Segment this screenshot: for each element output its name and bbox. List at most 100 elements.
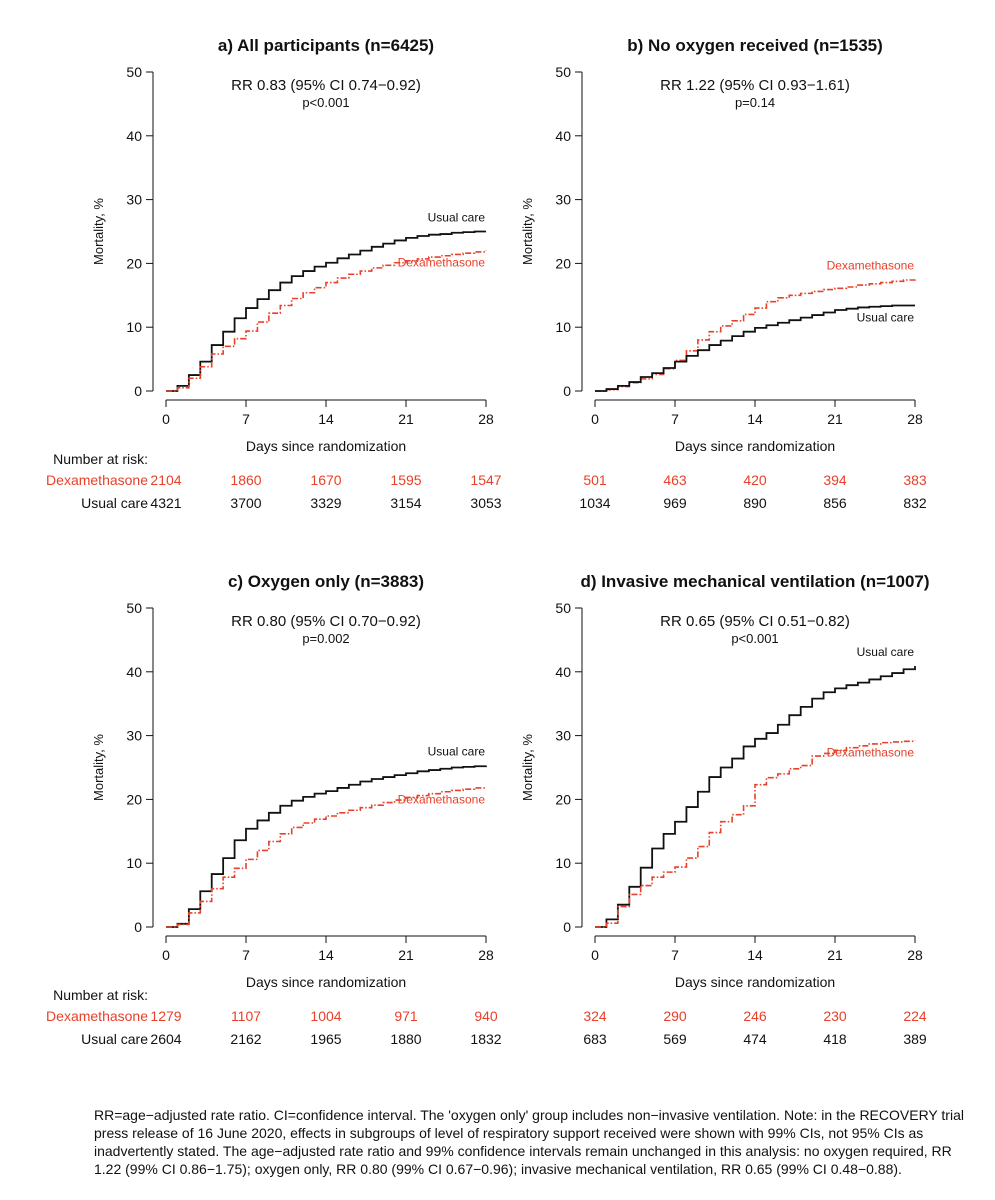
panel-title: d) Invasive mechanical ventilation (n=10…: [580, 572, 929, 591]
risk-value: 856: [823, 495, 847, 511]
risk-value: 1832: [470, 1031, 501, 1047]
y-tick-label: 20: [555, 255, 571, 271]
panel-d: d) Invasive mechanical ventilation (n=10…: [520, 572, 930, 1047]
x-tick-label: 7: [242, 411, 250, 427]
p-value-text: p=0.14: [735, 95, 775, 110]
series-line-dexamethasone: [595, 279, 916, 392]
x-tick-label: 7: [671, 947, 679, 963]
x-tick-label: 21: [827, 411, 843, 427]
risk-value: 1860: [230, 472, 261, 488]
number-at-risk-label: Number at risk:: [53, 451, 148, 467]
y-tick-label: 30: [555, 192, 571, 208]
y-tick-label: 50: [555, 64, 571, 80]
risk-value: 290: [663, 1008, 687, 1024]
risk-value: 1034: [579, 495, 610, 511]
risk-value: 394: [823, 472, 847, 488]
risk-value: 1670: [310, 472, 341, 488]
x-tick-label: 7: [242, 947, 250, 963]
y-tick-label: 30: [126, 728, 142, 744]
risk-value: 2162: [230, 1031, 261, 1047]
series-line-usual-care: [595, 304, 915, 392]
risk-value: 383: [903, 472, 927, 488]
x-tick-label: 28: [907, 411, 923, 427]
risk-value: 324: [583, 1008, 607, 1024]
p-value-text: p<0.001: [731, 631, 778, 646]
y-tick-label: 30: [126, 192, 142, 208]
risk-value: 569: [663, 1031, 687, 1047]
series-line-usual-care: [595, 666, 916, 928]
y-tick-label: 10: [126, 855, 142, 871]
risk-row-label: Usual care: [81, 495, 148, 511]
series-label: Usual care: [428, 745, 486, 759]
y-axis-label: Mortality, %: [91, 198, 106, 265]
figure-caption: RR=age−adjusted rate ratio. CI=confidenc…: [94, 1107, 964, 1177]
panel-a: a) All participants (n=6425) RR 0.83 (95%…: [46, 36, 502, 511]
risk-value: 389: [903, 1031, 927, 1047]
series-label: Usual care: [428, 211, 486, 225]
x-tick-label: 0: [591, 947, 599, 963]
y-tick-label: 20: [126, 791, 142, 807]
x-axis-label: Days since randomization: [246, 438, 406, 454]
y-tick-label: 20: [555, 791, 571, 807]
risk-value: 3053: [470, 495, 501, 511]
risk-value: 832: [903, 495, 927, 511]
risk-value: 1880: [390, 1031, 421, 1047]
risk-row-label: Dexamethasone: [46, 1008, 148, 1024]
series-label: Usual care: [857, 645, 915, 659]
y-axis-label: Mortality, %: [520, 734, 535, 801]
x-axis-label: Days since randomization: [246, 974, 406, 990]
risk-value: 1595: [390, 472, 421, 488]
risk-value: 418: [823, 1031, 847, 1047]
y-axis-label: Mortality, %: [91, 734, 106, 801]
y-tick-label: 10: [126, 319, 142, 335]
y-tick-label: 0: [134, 919, 142, 935]
risk-value: 1965: [310, 1031, 341, 1047]
risk-value: 683: [583, 1031, 607, 1047]
p-value-text: p<0.001: [302, 95, 349, 110]
x-tick-label: 21: [398, 411, 414, 427]
risk-value: 940: [474, 1008, 498, 1024]
rr-text: RR 1.22 (95% CI 0.93−1.61): [660, 77, 850, 94]
x-tick-label: 28: [478, 947, 494, 963]
panel-c: c) Oxygen only (n=3883) RR 0.80 (95% CI 0…: [46, 572, 502, 1047]
panel-b: b) No oxygen received (n=1535) RR 1.22 (9…: [520, 36, 927, 511]
x-tick-label: 14: [318, 947, 334, 963]
series-label: Dexamethasone: [827, 258, 915, 272]
series-label: Dexamethasone: [827, 746, 915, 760]
series-label: Dexamethasone: [398, 256, 486, 270]
panel-title: a) All participants (n=6425): [218, 36, 434, 55]
x-tick-label: 0: [162, 411, 170, 427]
x-tick-label: 14: [318, 411, 334, 427]
risk-value: 1107: [231, 1008, 261, 1024]
series-line-dexamethasone: [595, 740, 916, 928]
risk-value: 3329: [310, 495, 341, 511]
y-tick-label: 10: [555, 855, 571, 871]
risk-row-label: Dexamethasone: [46, 472, 148, 488]
risk-value: 230: [823, 1008, 847, 1024]
x-axis-label: Days since randomization: [675, 438, 835, 454]
number-at-risk-label: Number at risk:: [53, 987, 148, 1003]
x-tick-label: 21: [398, 947, 414, 963]
x-axis-label: Days since randomization: [675, 974, 835, 990]
y-tick-label: 0: [134, 383, 142, 399]
y-tick-label: 10: [555, 319, 571, 335]
series-line-dexamethasone: [166, 250, 487, 392]
x-tick-label: 28: [907, 947, 923, 963]
risk-value: 4321: [150, 495, 181, 511]
risk-value: 3154: [390, 495, 421, 511]
x-tick-label: 14: [747, 411, 763, 427]
series-label: Dexamethasone: [398, 792, 486, 806]
series-label: Usual care: [857, 311, 915, 325]
risk-value: 224: [903, 1008, 927, 1024]
x-tick-label: 28: [478, 411, 494, 427]
y-tick-label: 0: [563, 383, 571, 399]
x-tick-label: 0: [162, 947, 170, 963]
risk-value: 2604: [150, 1031, 181, 1047]
risk-value: 971: [394, 1008, 418, 1024]
rr-text: RR 0.65 (95% CI 0.51−0.82): [660, 613, 850, 630]
risk-row-label: Usual care: [81, 1031, 148, 1047]
risk-value: 1004: [310, 1008, 341, 1024]
series-line-usual-care: [166, 230, 486, 392]
risk-value: 463: [663, 472, 687, 488]
risk-value: 890: [743, 495, 767, 511]
